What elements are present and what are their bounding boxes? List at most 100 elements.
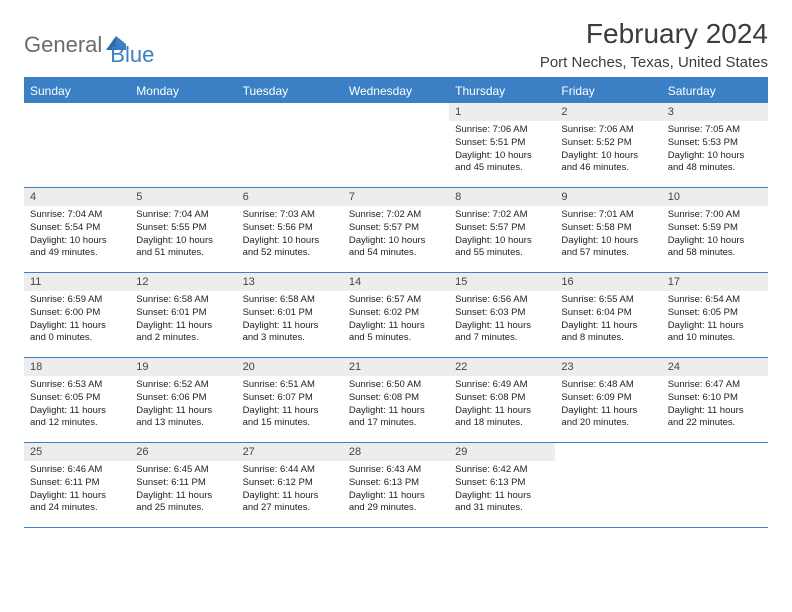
day-cell: 20Sunrise: 6:51 AMSunset: 6:07 PMDayligh… <box>237 358 343 442</box>
day-cell: 12Sunrise: 6:58 AMSunset: 6:01 PMDayligh… <box>130 273 236 357</box>
day-details: Sunrise: 6:47 AMSunset: 6:10 PMDaylight:… <box>662 376 768 435</box>
day-header-row: SundayMondayTuesdayWednesdayThursdayFrid… <box>24 79 768 103</box>
logo-text-blue: Blue <box>110 42 154 68</box>
day-header-cell: Tuesday <box>237 79 343 103</box>
day-number: 16 <box>555 273 661 291</box>
day-header-cell: Wednesday <box>343 79 449 103</box>
day-number: 11 <box>24 273 130 291</box>
day-cell: 23Sunrise: 6:48 AMSunset: 6:09 PMDayligh… <box>555 358 661 442</box>
location: Port Neches, Texas, United States <box>540 54 768 71</box>
day-number: 12 <box>130 273 236 291</box>
day-details: Sunrise: 7:05 AMSunset: 5:53 PMDaylight:… <box>662 121 768 180</box>
day-number: 22 <box>449 358 555 376</box>
day-cell: 2Sunrise: 7:06 AMSunset: 5:52 PMDaylight… <box>555 103 661 187</box>
day-number: 6 <box>237 188 343 206</box>
logo: General Blue <box>24 22 154 68</box>
day-cell: 16Sunrise: 6:55 AMSunset: 6:04 PMDayligh… <box>555 273 661 357</box>
day-details: Sunrise: 6:46 AMSunset: 6:11 PMDaylight:… <box>24 461 130 520</box>
day-details: Sunrise: 6:50 AMSunset: 6:08 PMDaylight:… <box>343 376 449 435</box>
day-details: Sunrise: 6:54 AMSunset: 6:05 PMDaylight:… <box>662 291 768 350</box>
title-block: February 2024 Port Neches, Texas, United… <box>540 18 768 71</box>
day-cell <box>24 103 130 187</box>
day-cell <box>343 103 449 187</box>
day-cell: 21Sunrise: 6:50 AMSunset: 6:08 PMDayligh… <box>343 358 449 442</box>
day-details: Sunrise: 6:53 AMSunset: 6:05 PMDaylight:… <box>24 376 130 435</box>
day-details: Sunrise: 6:51 AMSunset: 6:07 PMDaylight:… <box>237 376 343 435</box>
day-cell: 24Sunrise: 6:47 AMSunset: 6:10 PMDayligh… <box>662 358 768 442</box>
day-cell: 7Sunrise: 7:02 AMSunset: 5:57 PMDaylight… <box>343 188 449 272</box>
day-cell: 15Sunrise: 6:56 AMSunset: 6:03 PMDayligh… <box>449 273 555 357</box>
day-details: Sunrise: 7:00 AMSunset: 5:59 PMDaylight:… <box>662 206 768 265</box>
day-details: Sunrise: 6:52 AMSunset: 6:06 PMDaylight:… <box>130 376 236 435</box>
day-header-cell: Saturday <box>662 79 768 103</box>
day-details: Sunrise: 6:58 AMSunset: 6:01 PMDaylight:… <box>237 291 343 350</box>
week-row: 18Sunrise: 6:53 AMSunset: 6:05 PMDayligh… <box>24 358 768 443</box>
logo-text-general: General <box>24 32 102 58</box>
day-details: Sunrise: 7:02 AMSunset: 5:57 PMDaylight:… <box>449 206 555 265</box>
day-number: 20 <box>237 358 343 376</box>
month-title: February 2024 <box>540 18 768 50</box>
week-row: 11Sunrise: 6:59 AMSunset: 6:00 PMDayligh… <box>24 273 768 358</box>
day-number: 15 <box>449 273 555 291</box>
day-details: Sunrise: 6:58 AMSunset: 6:01 PMDaylight:… <box>130 291 236 350</box>
day-details: Sunrise: 6:48 AMSunset: 6:09 PMDaylight:… <box>555 376 661 435</box>
day-cell: 17Sunrise: 6:54 AMSunset: 6:05 PMDayligh… <box>662 273 768 357</box>
week-row: 4Sunrise: 7:04 AMSunset: 5:54 PMDaylight… <box>24 188 768 273</box>
day-details: Sunrise: 6:44 AMSunset: 6:12 PMDaylight:… <box>237 461 343 520</box>
day-cell: 11Sunrise: 6:59 AMSunset: 6:00 PMDayligh… <box>24 273 130 357</box>
day-number: 18 <box>24 358 130 376</box>
day-number: 10 <box>662 188 768 206</box>
weeks-container: 1Sunrise: 7:06 AMSunset: 5:51 PMDaylight… <box>24 103 768 528</box>
day-number: 1 <box>449 103 555 121</box>
day-number: 13 <box>237 273 343 291</box>
day-number: 27 <box>237 443 343 461</box>
day-details: Sunrise: 7:06 AMSunset: 5:51 PMDaylight:… <box>449 121 555 180</box>
day-header-cell: Monday <box>130 79 236 103</box>
day-number: 3 <box>662 103 768 121</box>
day-number: 2 <box>555 103 661 121</box>
day-cell <box>555 443 661 527</box>
day-cell: 8Sunrise: 7:02 AMSunset: 5:57 PMDaylight… <box>449 188 555 272</box>
day-cell: 28Sunrise: 6:43 AMSunset: 6:13 PMDayligh… <box>343 443 449 527</box>
day-number: 24 <box>662 358 768 376</box>
day-number: 9 <box>555 188 661 206</box>
day-details: Sunrise: 6:45 AMSunset: 6:11 PMDaylight:… <box>130 461 236 520</box>
day-cell: 18Sunrise: 6:53 AMSunset: 6:05 PMDayligh… <box>24 358 130 442</box>
day-details: Sunrise: 6:55 AMSunset: 6:04 PMDaylight:… <box>555 291 661 350</box>
day-header-cell: Thursday <box>449 79 555 103</box>
header: General Blue February 2024 Port Neches, … <box>24 18 768 71</box>
day-cell: 29Sunrise: 6:42 AMSunset: 6:13 PMDayligh… <box>449 443 555 527</box>
day-cell: 4Sunrise: 7:04 AMSunset: 5:54 PMDaylight… <box>24 188 130 272</box>
day-details: Sunrise: 6:59 AMSunset: 6:00 PMDaylight:… <box>24 291 130 350</box>
day-header-cell: Sunday <box>24 79 130 103</box>
day-cell: 3Sunrise: 7:05 AMSunset: 5:53 PMDaylight… <box>662 103 768 187</box>
day-cell <box>662 443 768 527</box>
day-cell: 14Sunrise: 6:57 AMSunset: 6:02 PMDayligh… <box>343 273 449 357</box>
day-number: 8 <box>449 188 555 206</box>
day-details: Sunrise: 7:02 AMSunset: 5:57 PMDaylight:… <box>343 206 449 265</box>
day-details: Sunrise: 7:04 AMSunset: 5:54 PMDaylight:… <box>24 206 130 265</box>
week-row: 1Sunrise: 7:06 AMSunset: 5:51 PMDaylight… <box>24 103 768 188</box>
calendar: SundayMondayTuesdayWednesdayThursdayFrid… <box>24 77 768 528</box>
day-number: 21 <box>343 358 449 376</box>
day-header-cell: Friday <box>555 79 661 103</box>
day-cell: 19Sunrise: 6:52 AMSunset: 6:06 PMDayligh… <box>130 358 236 442</box>
day-cell: 22Sunrise: 6:49 AMSunset: 6:08 PMDayligh… <box>449 358 555 442</box>
day-cell: 27Sunrise: 6:44 AMSunset: 6:12 PMDayligh… <box>237 443 343 527</box>
day-details: Sunrise: 7:01 AMSunset: 5:58 PMDaylight:… <box>555 206 661 265</box>
day-cell: 1Sunrise: 7:06 AMSunset: 5:51 PMDaylight… <box>449 103 555 187</box>
day-cell: 13Sunrise: 6:58 AMSunset: 6:01 PMDayligh… <box>237 273 343 357</box>
day-cell: 9Sunrise: 7:01 AMSunset: 5:58 PMDaylight… <box>555 188 661 272</box>
day-details: Sunrise: 6:43 AMSunset: 6:13 PMDaylight:… <box>343 461 449 520</box>
day-number: 26 <box>130 443 236 461</box>
day-cell <box>130 103 236 187</box>
day-cell: 26Sunrise: 6:45 AMSunset: 6:11 PMDayligh… <box>130 443 236 527</box>
calendar-page: General Blue February 2024 Port Neches, … <box>0 0 792 546</box>
day-number: 19 <box>130 358 236 376</box>
day-cell: 10Sunrise: 7:00 AMSunset: 5:59 PMDayligh… <box>662 188 768 272</box>
day-number: 17 <box>662 273 768 291</box>
day-number: 28 <box>343 443 449 461</box>
day-cell <box>237 103 343 187</box>
day-number: 29 <box>449 443 555 461</box>
day-details: Sunrise: 7:03 AMSunset: 5:56 PMDaylight:… <box>237 206 343 265</box>
